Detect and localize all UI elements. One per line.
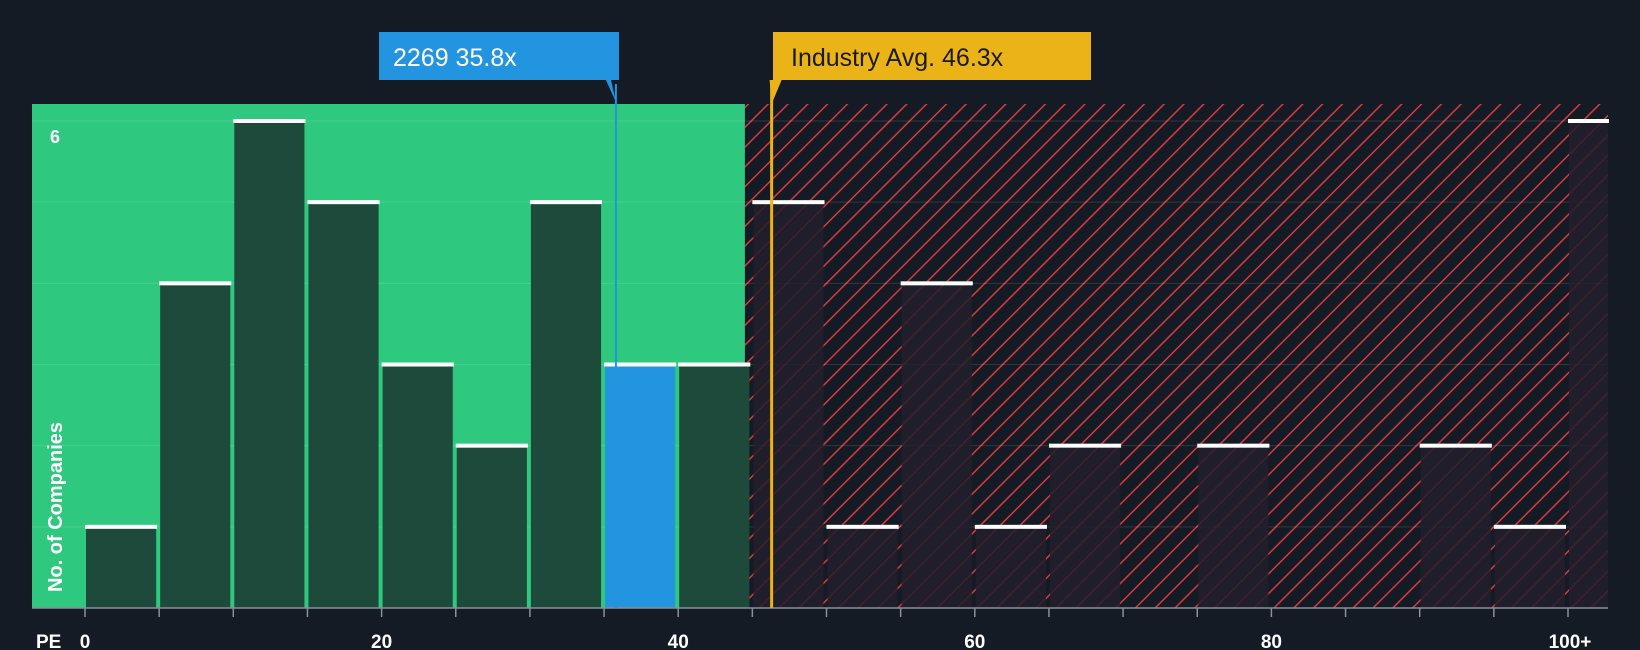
histogram-bar — [975, 526, 1046, 608]
bar-cap — [752, 200, 825, 205]
histogram-bar — [1569, 121, 1608, 608]
histogram-bar — [456, 445, 527, 608]
bar-cap — [455, 443, 528, 448]
bar-cap — [1048, 443, 1122, 448]
histogram-bar — [827, 526, 898, 608]
bar-cap — [974, 524, 1047, 529]
bar-cap — [1197, 443, 1270, 448]
bar-cap — [1493, 524, 1566, 529]
bar-cap — [159, 281, 232, 286]
bar-cap — [678, 362, 751, 367]
histogram-bar — [234, 121, 305, 608]
x-axis-label: PE — [36, 632, 61, 650]
industry-avg-label: Industry Avg. 46.3x — [791, 44, 1004, 72]
x-axis-ticks: 0 20 40 60 80 100+ — [80, 608, 1592, 650]
histogram-bar — [160, 283, 231, 608]
x-tick-label: 0 — [80, 632, 91, 650]
bar-cap — [1568, 119, 1609, 123]
bar-cap — [529, 200, 603, 205]
histogram-bar — [1494, 526, 1565, 608]
histogram-bars — [85, 119, 1609, 608]
y-tick-label: 6 — [50, 127, 60, 147]
histogram-bar — [382, 364, 453, 608]
histogram-bar — [1420, 445, 1491, 608]
x-tick-label: 100+ — [1549, 632, 1592, 650]
x-tick-label: 40 — [668, 632, 689, 650]
y-axis-label: No. of Companies — [45, 422, 67, 592]
histogram-bar — [530, 202, 602, 608]
histogram-bar — [1198, 445, 1269, 608]
histogram-bar — [901, 283, 972, 608]
bar-cap — [307, 200, 380, 205]
bar-cap — [85, 524, 158, 529]
bar-cap — [381, 362, 454, 367]
histogram-bar — [679, 364, 750, 608]
valuation-markers: 2269 35.8x Industry Avg. 46.3x — [379, 32, 1091, 608]
x-tick-label: 20 — [371, 632, 392, 650]
company-pe-callout — [379, 32, 619, 102]
bar-cap — [604, 362, 677, 367]
histogram-bar — [308, 202, 379, 608]
company-pe-label: 2269 35.8x — [393, 44, 517, 72]
industry-avg-callout — [769, 32, 1091, 104]
bar-cap — [233, 119, 306, 123]
histogram-bar — [1049, 445, 1121, 608]
histogram-bar — [753, 202, 824, 608]
x-tick-label: 60 — [964, 632, 985, 650]
bar-cap — [900, 281, 973, 286]
bar-cap — [1419, 443, 1492, 448]
bar-cap — [826, 524, 899, 529]
histogram-bar — [86, 526, 157, 608]
x-tick-label: 80 — [1261, 632, 1282, 650]
